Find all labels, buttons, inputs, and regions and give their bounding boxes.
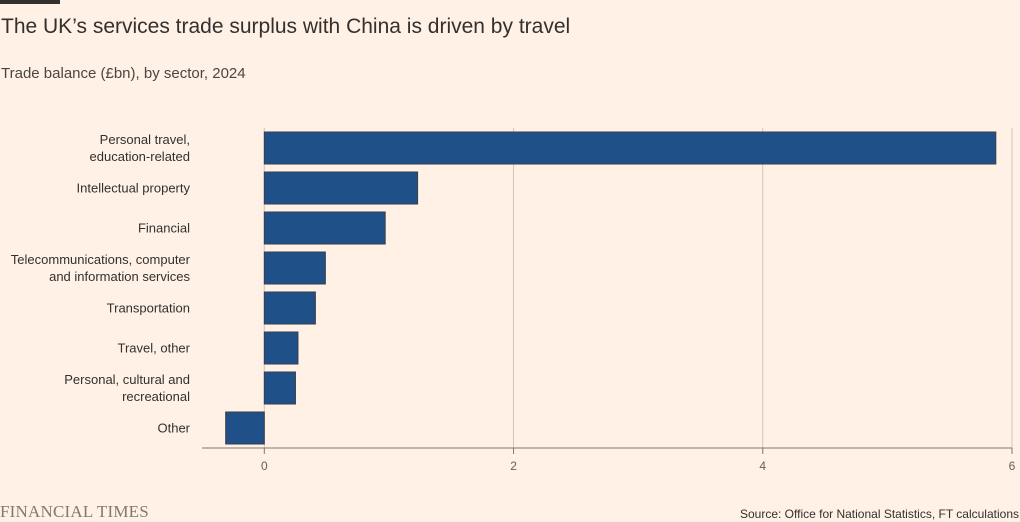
- category-label-line: education-related: [90, 149, 190, 164]
- category-label-line: Intellectual property: [77, 181, 191, 196]
- bar: [263, 371, 296, 405]
- bar: [263, 251, 326, 285]
- bar: [263, 211, 386, 245]
- x-tick-label: 2: [510, 459, 517, 473]
- category-label: Telecommunications, computer and informat…: [11, 252, 191, 284]
- category-label-line: Transportation: [107, 301, 190, 316]
- category-label-line: Telecommunications, computer: [11, 252, 191, 267]
- category-label: Other: [157, 421, 190, 436]
- category-label: Travel, other: [118, 341, 191, 356]
- category-label-line: Financial: [138, 221, 190, 236]
- top-rule: [0, 0, 60, 4]
- chart-title: The UK’s services trade surplus with Chi…: [1, 15, 571, 38]
- category-label: Financial: [138, 221, 190, 236]
- category-label-line: Personal, cultural and: [64, 372, 190, 387]
- category-label-line: recreational: [122, 389, 190, 404]
- x-tick-label: 0: [261, 459, 268, 473]
- category-label-line: Travel, other: [118, 341, 191, 356]
- bar: [263, 131, 997, 165]
- bar: [225, 411, 265, 445]
- category-label: Transportation: [107, 301, 190, 316]
- source-note: Source: Office for National Statistics, …: [739, 507, 1019, 521]
- x-axis-ticks: 0 2 4 6: [202, 447, 1016, 473]
- category-label: Intellectual property: [77, 181, 191, 196]
- category-label-line: Other: [157, 421, 190, 436]
- category-label: Personal travel, education-related: [90, 132, 190, 164]
- x-tick-label: 4: [759, 459, 766, 473]
- category-label-line: Personal travel,: [100, 132, 190, 147]
- bar: [263, 291, 316, 325]
- category-label-line: and information services: [49, 269, 190, 284]
- bars: [225, 131, 997, 445]
- category-labels: Personal travel, education-related Intelle…: [11, 132, 191, 436]
- category-label: Personal, cultural and recreational: [64, 372, 190, 404]
- bar: [263, 171, 419, 205]
- x-tick-label: 6: [1009, 459, 1016, 473]
- bar: [263, 331, 299, 365]
- ft-logo: FINANCIAL TIMES: [0, 502, 149, 521]
- chart-subtitle: Trade balance (£bn), by sector, 2024: [1, 65, 246, 82]
